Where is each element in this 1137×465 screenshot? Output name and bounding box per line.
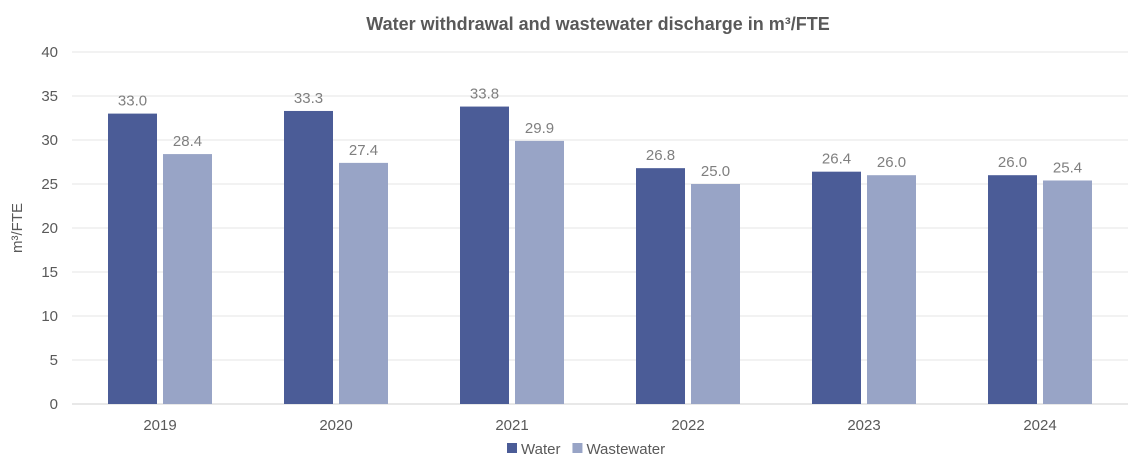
x-tick-label: 2021 (495, 417, 528, 434)
data-labels: 33.0 28.4 33.3 27.4 33.8 29.9 26.8 25.0 26.4 26.0… (118, 86, 1082, 180)
x-tick-label: 2023 (847, 417, 880, 434)
bar-water-2019 (108, 113, 157, 404)
y-axis-ticks: 0 5 10 15 20 25 30 35 40 (41, 44, 58, 413)
x-axis-ticks: 2019 2020 2021 2022 2023 2024 (143, 417, 1056, 434)
legend: Water Wastewater (507, 441, 665, 458)
bar-wastewater-2024 (1043, 180, 1092, 404)
bar-water-2021 (460, 106, 509, 404)
gridlines (72, 51, 1128, 405)
x-tick-label: 2020 (319, 417, 352, 434)
data-label: 26.4 (822, 151, 851, 168)
bar-wastewater-2021 (515, 140, 564, 404)
legend-label: Wastewater (586, 441, 665, 458)
bar-water-2023 (812, 171, 861, 404)
x-tick-label: 2024 (1023, 417, 1056, 434)
y-tick-label: 40 (41, 44, 58, 61)
data-label: 26.0 (877, 154, 906, 171)
legend-label: Water (521, 441, 560, 458)
legend-swatch (507, 443, 517, 453)
data-label: 29.9 (525, 120, 554, 137)
y-tick-label: 20 (41, 220, 58, 237)
legend-item-wastewater: Wastewater (572, 441, 665, 458)
bar-water-2020 (284, 110, 333, 405)
y-axis-title: m³/FTE (9, 203, 26, 253)
legend-item-water: Water (507, 441, 560, 458)
y-tick-label: 15 (41, 264, 58, 281)
y-tick-label: 35 (41, 88, 58, 105)
y-tick-label: 5 (50, 352, 58, 369)
bar-water-2024 (988, 175, 1037, 404)
data-label: 25.4 (1053, 159, 1082, 176)
data-label: 33.8 (470, 86, 499, 103)
legend-swatch (572, 443, 583, 453)
data-label: 28.4 (173, 133, 202, 150)
data-label: 26.8 (646, 147, 675, 164)
data-label: 27.4 (349, 142, 378, 159)
data-label: 33.0 (118, 93, 147, 110)
bar-wastewater-2020 (339, 162, 388, 404)
bar-water-2022 (636, 168, 685, 404)
data-label: 26.0 (998, 154, 1027, 171)
chart-title: Water withdrawal and wastewater discharg… (366, 14, 829, 34)
y-tick-label: 10 (41, 308, 58, 325)
bar-wastewater-2023 (867, 175, 916, 404)
bar-wastewater-2019 (163, 154, 212, 404)
y-tick-label: 30 (41, 132, 58, 149)
y-tick-label: 25 (41, 176, 58, 193)
data-label: 33.3 (294, 90, 323, 107)
y-tick-label: 0 (50, 396, 58, 413)
bars (108, 106, 1092, 405)
data-label: 25.0 (701, 163, 730, 180)
bar-wastewater-2022 (691, 184, 740, 404)
x-tick-label: 2022 (671, 417, 704, 434)
x-tick-label: 2019 (143, 417, 176, 434)
